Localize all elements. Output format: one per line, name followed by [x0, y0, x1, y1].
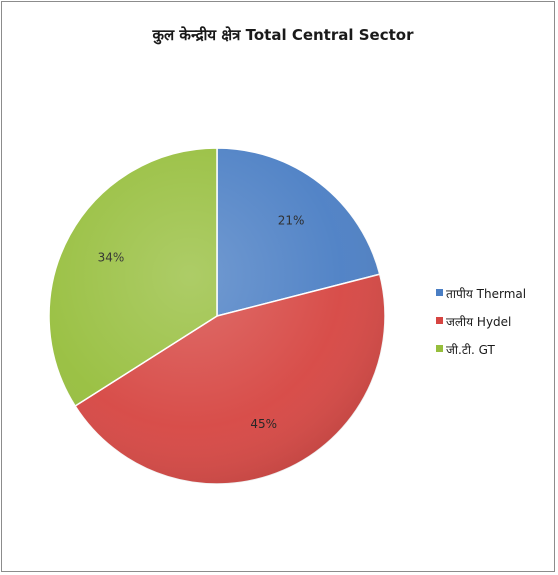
legend-label-3: जी.टी. GT — [446, 343, 495, 357]
slice-value-label-2: 45% — [250, 417, 277, 431]
chart-title: कुल केन्द्रीय क्षेत्र Total Central Sect… — [152, 26, 415, 45]
pie-slices: 21% 45% 34% — [48, 147, 386, 485]
legend-swatch-2 — [436, 317, 443, 324]
legend-label-2: जलीय Hydel — [446, 315, 511, 329]
slice-value-label-1: 21% — [278, 213, 305, 227]
legend-label-1: तापीय Thermal — [446, 287, 526, 301]
slice-value-label-3: 34% — [98, 251, 125, 265]
legend-swatch-1 — [436, 289, 443, 296]
legend-swatch-3 — [436, 345, 443, 352]
chart-legend: तापीय Thermal जलीय Hydel जी.टी. GT — [436, 287, 526, 357]
